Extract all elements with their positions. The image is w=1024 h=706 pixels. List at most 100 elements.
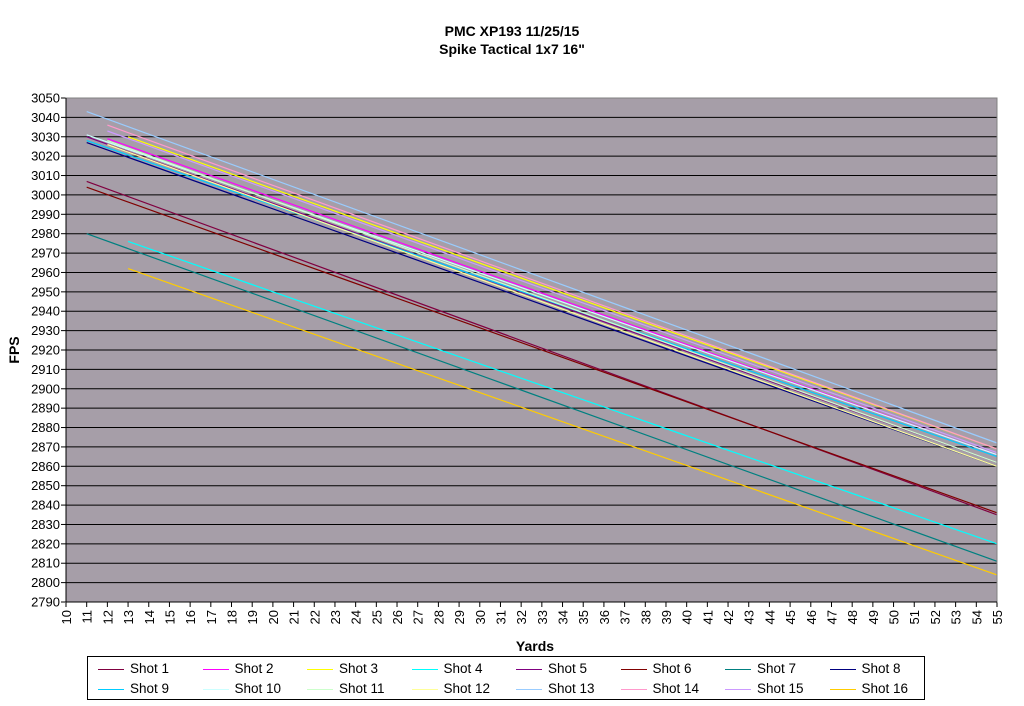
- x-tick-label: 26: [390, 610, 405, 624]
- y-tick-label: 2930: [31, 323, 60, 338]
- legend-swatch: [829, 689, 856, 690]
- y-tick-label: 2870: [31, 439, 60, 454]
- x-tick-label: 33: [535, 610, 550, 624]
- legend-swatch: [620, 669, 647, 670]
- x-tick-label: 49: [866, 610, 881, 624]
- y-tick-label: 3020: [31, 149, 60, 164]
- x-tick-label: 22: [307, 610, 322, 624]
- legend-label: Shot 2: [234, 661, 274, 676]
- x-tick-label: 45: [783, 610, 798, 624]
- y-tick-label: 3030: [31, 129, 60, 144]
- legend-label: Shot 16: [861, 681, 909, 696]
- legend-swatch: [725, 669, 751, 670]
- x-tick-label: 47: [824, 610, 839, 624]
- y-tick-label: 3050: [31, 91, 60, 106]
- x-tick-label: 30: [473, 610, 488, 624]
- x-tick-label: 37: [618, 610, 633, 624]
- x-tick-label: 51: [907, 610, 922, 624]
- y-tick-label: 2810: [31, 556, 60, 571]
- series-line-shot-14: [107, 124, 998, 450]
- y-tick-label: 2960: [31, 265, 60, 280]
- x-tick-label: 28: [431, 610, 446, 624]
- y-tick-label: 2840: [31, 498, 60, 513]
- legend-swatch: [411, 669, 438, 670]
- legend-label: Shot 14: [652, 681, 700, 696]
- y-tick-label: 3040: [31, 110, 60, 125]
- x-tick-label: 34: [556, 610, 571, 624]
- x-tick-label: 18: [225, 610, 240, 624]
- y-tick-label: 3000: [31, 187, 60, 202]
- legend-swatch: [98, 689, 124, 690]
- x-tick-label: 13: [121, 610, 136, 624]
- x-tick-label: 17: [204, 610, 219, 624]
- y-tick-label: 2880: [31, 420, 60, 435]
- x-tick-label: 39: [659, 610, 674, 624]
- legend-swatch: [516, 689, 542, 690]
- axes: 2790280028102820283028402850286028702880…: [31, 91, 1005, 625]
- gridlines: [66, 97, 997, 603]
- legend-label: Shot 9: [130, 681, 170, 696]
- x-tick-label: 46: [804, 610, 819, 624]
- x-tick-label: 32: [514, 610, 529, 624]
- chart-title-line-1: PMC XP193 11/25/15: [444, 23, 580, 39]
- legend-label: Shot 10: [234, 681, 282, 696]
- y-tick-label: 2980: [31, 226, 60, 241]
- series-line-shot-11: [107, 140, 998, 463]
- x-tick-label: 12: [100, 610, 115, 624]
- legend-swatch: [725, 689, 751, 690]
- legend-label: Shot 4: [443, 661, 483, 676]
- y-tick-label: 2800: [31, 575, 60, 590]
- x-tick-label: 16: [183, 610, 198, 624]
- x-tick-label: 25: [369, 610, 384, 624]
- x-tick-label: 43: [742, 610, 757, 624]
- legend-label: Shot 3: [339, 661, 379, 676]
- x-tick-label: 24: [349, 610, 364, 624]
- legend-swatch: [829, 669, 856, 670]
- legend-label: Shot 1: [130, 661, 170, 676]
- legend-swatch: [620, 689, 647, 690]
- y-axis-title: FPS: [6, 336, 22, 363]
- y-tick-label: 2970: [31, 246, 60, 261]
- x-tick-label: 52: [928, 610, 943, 624]
- y-tick-label: 2890: [31, 401, 60, 416]
- legend-swatch: [307, 689, 333, 690]
- legend-swatch: [411, 689, 438, 690]
- y-tick-label: 2990: [31, 207, 60, 222]
- series-line-shot-1: [86, 180, 998, 516]
- x-tick-label: 10: [59, 610, 74, 624]
- series-line-shot-4: [127, 240, 998, 545]
- x-tick-label: 48: [845, 610, 860, 624]
- y-tick-label: 2950: [31, 284, 60, 299]
- y-tick-label: 2910: [31, 362, 60, 377]
- x-tick-label: 19: [245, 610, 260, 624]
- x-tick-label: 41: [700, 610, 715, 624]
- x-tick-label: 36: [597, 610, 612, 624]
- series-line-shot-7: [86, 233, 998, 562]
- legend-swatch: [202, 689, 229, 690]
- legend-label: Shot 12: [443, 681, 491, 696]
- x-tick-label: 15: [162, 610, 177, 624]
- x-tick-label: 50: [887, 610, 902, 624]
- legend-swatch: [202, 669, 229, 670]
- legend-swatch: [307, 669, 333, 670]
- y-tick-label: 3010: [31, 168, 60, 183]
- y-tick-label: 2790: [31, 595, 60, 610]
- y-tick-label: 2830: [31, 517, 60, 532]
- legend-label: Shot 6: [652, 661, 692, 676]
- chart-title-line-2: Spike Tactical 1x7 16": [439, 41, 585, 57]
- x-tick-label: 23: [328, 610, 343, 624]
- y-tick-label: 2850: [31, 478, 60, 493]
- x-tick-label: 44: [762, 610, 777, 624]
- y-tick-label: 2900: [31, 381, 60, 396]
- legend-label: Shot 7: [757, 661, 797, 676]
- x-tick-label: 55: [990, 610, 1005, 624]
- x-tick-label: 29: [452, 610, 467, 624]
- x-tick-label: 42: [721, 610, 736, 624]
- x-tick-label: 14: [142, 610, 157, 624]
- legend-label: Shot 15: [757, 681, 804, 696]
- series-line-shot-15: [107, 130, 998, 454]
- y-tick-label: 2860: [31, 459, 60, 474]
- y-tick-label: 2820: [31, 536, 60, 551]
- x-tick-label: 53: [949, 610, 964, 624]
